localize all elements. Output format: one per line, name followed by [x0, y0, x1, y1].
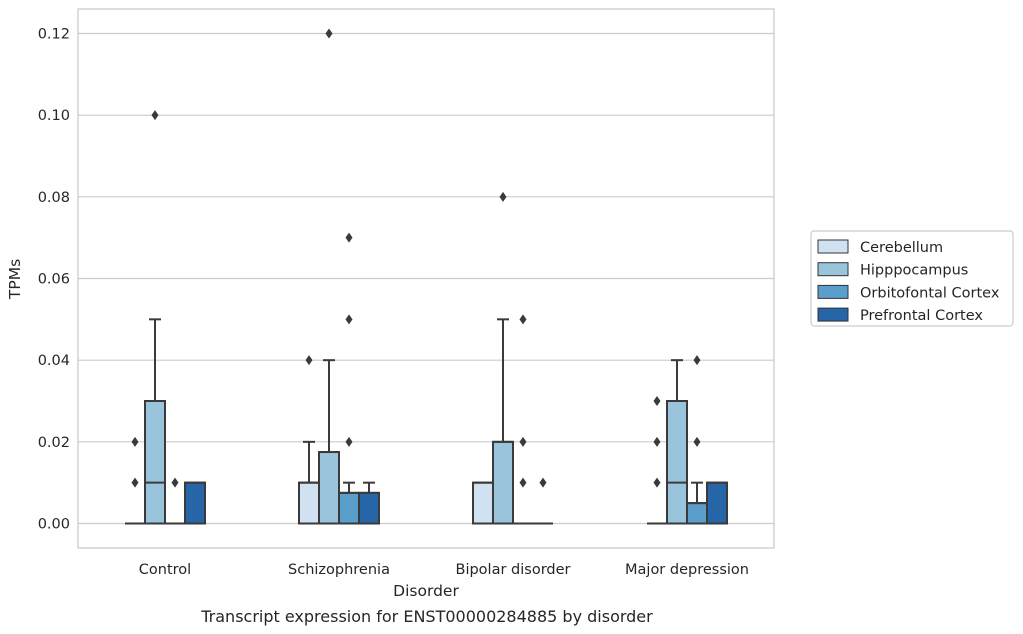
box-cerebellum — [298, 355, 320, 525]
y-tick-label: 0.00 — [38, 517, 70, 533]
legend-frame — [810, 230, 1014, 327]
box-rect — [358, 491, 380, 525]
box-hipppocampus — [492, 191, 514, 525]
outlier-point — [653, 477, 661, 488]
y-tick-label: 0.12 — [38, 27, 70, 43]
box-orbitofontal-cortex — [513, 314, 533, 525]
outlier-point — [519, 477, 527, 488]
box-prefrontal-cortex — [358, 481, 380, 525]
chart-caption: Transcript expression for ENST0000028488… — [200, 607, 653, 626]
outlier-point — [325, 28, 333, 39]
box-cerebellum — [125, 436, 145, 525]
legend-label: Cerebellum — [860, 240, 943, 256]
outlier-point — [693, 355, 701, 366]
box-rect — [318, 451, 340, 525]
outlier-point — [151, 110, 159, 121]
box-rect — [298, 481, 320, 525]
box-rect — [144, 400, 166, 525]
box-prefrontal-cortex — [533, 477, 553, 525]
y-tick-label: 0.08 — [38, 190, 70, 206]
y-tick-labels: 0.00 0.02 0.04 0.06 0.08 0.10 0.12 — [38, 27, 70, 533]
legend-swatch — [817, 239, 849, 254]
outlier-point — [131, 436, 139, 447]
outlier-point — [171, 477, 179, 488]
outlier-point — [499, 191, 507, 202]
box-prefrontal-cortex — [706, 481, 728, 525]
box-series — [125, 28, 728, 525]
y-tick-label: 0.10 — [38, 108, 70, 124]
outlier-point — [653, 436, 661, 447]
y-tick-label: 0.06 — [38, 272, 70, 288]
outlier-point — [345, 436, 353, 447]
box-cerebellum — [472, 481, 494, 525]
x-tick-label: Major depression — [625, 562, 749, 578]
y-tick-label: 0.04 — [38, 353, 70, 369]
box-rect — [184, 481, 206, 525]
box-hipppocampus — [318, 28, 340, 525]
outlier-point — [305, 355, 313, 366]
box-cerebellum — [647, 396, 667, 525]
box-rect — [686, 502, 708, 525]
box-rect — [492, 440, 514, 525]
box-prefrontal-cortex — [184, 481, 206, 525]
legend-swatch — [817, 284, 849, 299]
legend-label: Orbitofontal Cortex — [860, 285, 1000, 301]
outlier-point — [131, 477, 139, 488]
x-tick-label: Control — [139, 562, 191, 578]
x-tick-labels: Control Schizophrenia Bipolar disorder Majo… — [139, 562, 749, 578]
box-hipppocampus — [144, 110, 166, 525]
outlier-point — [345, 314, 353, 325]
box-rect — [666, 400, 688, 525]
box-orbitofontal-cortex — [165, 477, 185, 525]
outlier-point — [693, 436, 701, 447]
box-hipppocampus — [666, 359, 688, 525]
legend-label: Prefrontal Cortex — [860, 308, 983, 324]
outlier-point — [519, 436, 527, 447]
box-orbitofontal-cortex — [686, 355, 708, 525]
x-tick-label: Schizophrenia — [288, 562, 390, 578]
plot-frame — [77, 8, 775, 549]
legend: Cerebellum Hipppocampus Orbitofontal Corte… — [810, 230, 1014, 327]
box-rect — [472, 481, 494, 525]
y-axis-label: TPMs — [6, 259, 24, 300]
x-tick-label: Bipolar disorder — [456, 562, 571, 578]
outlier-point — [653, 396, 661, 406]
legend-label: Hipppocampus — [860, 263, 968, 279]
y-tick-label: 0.02 — [38, 435, 70, 451]
box-rect — [338, 491, 360, 525]
box-orbitofontal-cortex — [338, 232, 360, 525]
outlier-point — [539, 477, 547, 488]
box-rect — [706, 481, 728, 525]
legend-swatch — [817, 262, 849, 277]
x-axis-label: Disorder — [393, 582, 459, 600]
outlier-point — [519, 314, 527, 325]
legend-swatch — [817, 307, 849, 322]
outlier-point — [345, 232, 353, 243]
